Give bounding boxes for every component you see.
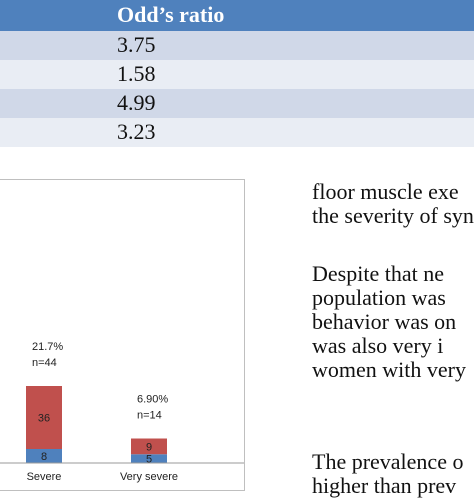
text-line: the severity of syn [312, 203, 474, 228]
bar-value-label: 8 [41, 451, 47, 463]
paragraph-3: The prevalence o higher than prev [312, 450, 474, 498]
percent-annotation: 6.90% [137, 394, 168, 406]
bar-segment [26, 386, 62, 449]
bar-segment [131, 438, 167, 455]
bar-value-label: 9 [146, 441, 152, 453]
odds-ratio-cell: 3.23 [117, 119, 156, 144]
odds-ratio-header: Odd’s ratio [117, 2, 225, 27]
text-line: women with very [312, 357, 466, 382]
text-line: was also very i [312, 333, 444, 358]
paragraph-1: floor muscle exe the severity of syn [312, 180, 474, 228]
table-row: 4.99 [0, 89, 474, 118]
odds-ratio-cell: 3.75 [117, 32, 156, 57]
text-line: floor muscle exe [312, 179, 459, 204]
text-line: population was [312, 285, 446, 310]
bar-segment [131, 454, 167, 463]
chart-canvas: 8 36 21.7% n=44 Severe 59 6.90% n=14 Very severe [0, 341, 244, 483]
table-row: 3.23 [0, 118, 474, 147]
percent-annotation: 21.7% [32, 341, 63, 353]
n-annotation: n=14 [137, 410, 162, 422]
table-row: 1.58 [0, 60, 474, 89]
severity-bar-chart: 8 36 21.7% n=44 Severe 5 9 6.90% n=14 Very severe [0, 179, 245, 491]
odds-ratio-cell: 4.99 [117, 90, 156, 115]
text-line: higher than prev [312, 473, 457, 498]
table-header-row: Odd’s ratio [0, 0, 474, 31]
table-row: 3.75 [0, 31, 474, 60]
bar-value-label: 36 [38, 413, 50, 425]
paragraph-2: Despite that ne population was behavior … [312, 262, 474, 382]
category-label: Severe [27, 471, 62, 483]
n-annotation: n=44 [32, 357, 57, 369]
text-line: The prevalence o [312, 449, 464, 474]
odds-ratio-cell: 1.58 [117, 61, 156, 86]
text-line: behavior was on [312, 309, 457, 334]
category-label: Very severe [120, 471, 178, 483]
bar-segment [26, 449, 62, 463]
bar-value-label: 5 [146, 454, 152, 466]
text-line: Despite that ne [312, 261, 444, 286]
